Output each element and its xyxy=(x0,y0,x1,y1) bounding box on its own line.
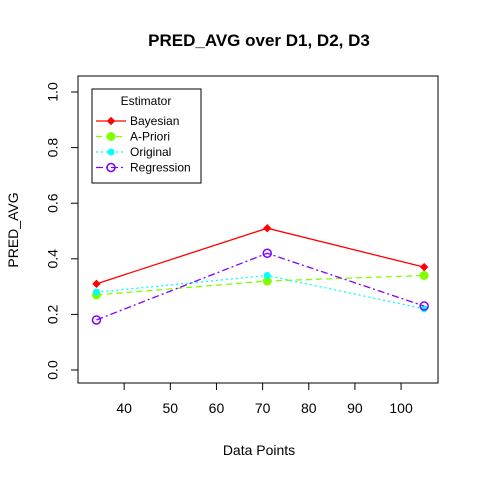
x-tick-label: 90 xyxy=(347,400,363,416)
data-point-regression xyxy=(262,248,272,258)
y-axis: 0.0 0.2 0.4 0.6 0.8 1.0 xyxy=(45,82,79,380)
x-tick-label: 50 xyxy=(163,400,179,416)
y-axis-label: PRED_AVG xyxy=(5,192,21,267)
y-tick-label: 0.0 xyxy=(45,360,61,380)
legend-title: Estimator xyxy=(121,94,172,108)
data-point-bayesian xyxy=(419,262,429,272)
data-point-regression xyxy=(419,301,429,311)
series-regression xyxy=(91,248,429,325)
x-tick-label: 80 xyxy=(301,400,317,416)
x-tick-label: 60 xyxy=(209,400,225,416)
legend-entry-a-priori: A-Priori xyxy=(96,130,170,144)
data-point-bayesian xyxy=(263,224,272,233)
y-tick-label: 1.0 xyxy=(45,82,61,102)
series-layer xyxy=(91,224,429,325)
legend-entry-bayesian: Bayesian xyxy=(96,114,179,128)
data-point-regression xyxy=(91,315,102,325)
legend-swatch-marker xyxy=(106,116,116,126)
legend-label: Bayesian xyxy=(130,114,179,128)
series-bayesian xyxy=(92,224,429,289)
legend-entry-regression: Regression xyxy=(96,161,191,175)
x-tick-label: 100 xyxy=(389,400,413,416)
y-tick-label: 0.6 xyxy=(45,193,61,213)
data-point-original xyxy=(92,288,100,296)
legend-label: A-Priori xyxy=(130,130,170,144)
chart-title: PRED_AVG over D1, D2, D3 xyxy=(148,31,370,50)
legend-swatch-marker xyxy=(106,132,116,141)
x-tick-label: 70 xyxy=(255,400,271,416)
x-axis-label: Data Points xyxy=(223,442,295,458)
data-point-original xyxy=(263,271,271,279)
series-line-regression xyxy=(96,252,425,321)
y-tick-label: 0.4 xyxy=(45,249,61,269)
legend-entry-original: Original xyxy=(96,145,171,159)
legend-label: Original xyxy=(130,145,171,159)
legend-swatch-marker xyxy=(106,162,116,173)
data-point-a-priori xyxy=(419,270,429,280)
legend-label: Regression xyxy=(130,161,191,175)
y-tick-label: 0.2 xyxy=(45,304,61,324)
x-tick-label: 40 xyxy=(116,400,132,416)
x-axis: 40 50 60 70 80 90 100 xyxy=(116,382,413,416)
y-tick-label: 0.8 xyxy=(45,138,61,158)
legend-swatch-marker xyxy=(107,148,115,156)
data-point-bayesian xyxy=(92,279,101,289)
